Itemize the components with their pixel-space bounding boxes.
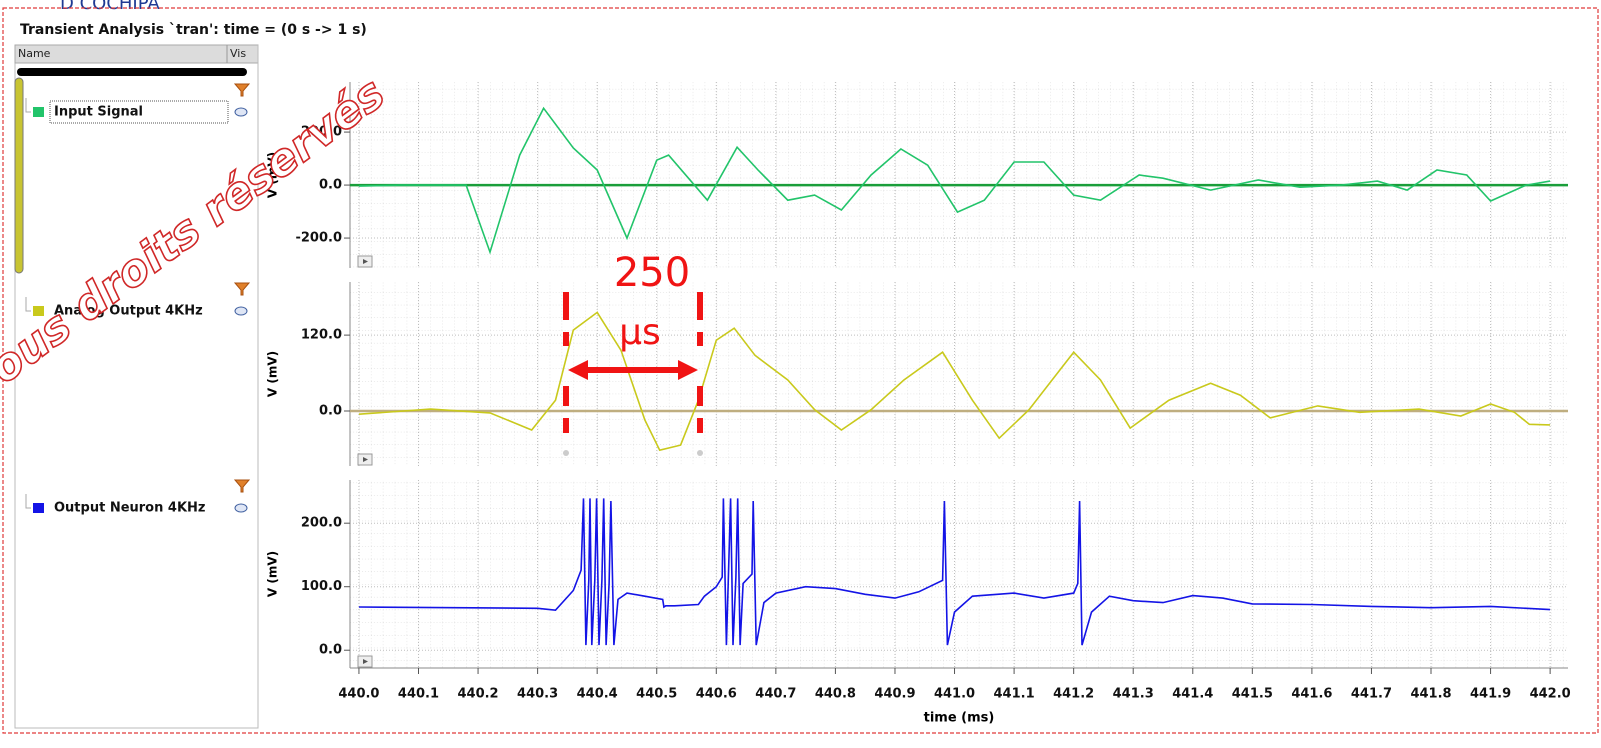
plots: -200.0 0.0 200.0 V (mV) 0.0 120.0 V (mV) 0.0 100… — [266, 82, 1571, 726]
window-title: Transient Analysis `tran': time = (0 s -… — [20, 22, 367, 38]
filter-icon[interactable] — [233, 479, 251, 493]
focus-box — [49, 100, 229, 124]
expand-arrow — [363, 259, 368, 264]
group-bar — [17, 68, 247, 76]
x-tick-label: 440.4 — [577, 687, 618, 702]
y-tick-label: 100.0 — [301, 579, 342, 594]
marker-dot — [563, 450, 569, 456]
y-tick-label: 0.0 — [319, 403, 342, 418]
x-tick-label: 441.6 — [1291, 687, 1332, 702]
x-tick-label: 440.2 — [457, 687, 498, 702]
y-tick-label: 200.0 — [301, 125, 342, 140]
x-tick-label: 440.1 — [398, 687, 439, 702]
sidebar — [14, 44, 259, 729]
x-tick-label: 441.3 — [1113, 687, 1154, 702]
measurement-annotation: 250 µs — [563, 250, 703, 456]
tree-connector — [25, 297, 31, 312]
column-vis: Vis — [230, 47, 246, 60]
expand-arrow — [363, 659, 368, 664]
x-axis-label: time (ms) — [924, 711, 995, 726]
legend-label: Output Neuron 4KHz — [54, 501, 205, 516]
x-tick-label: 440.0 — [338, 687, 379, 702]
legend-label: Input Signal — [54, 105, 143, 120]
y-tick-label: 0.0 — [319, 643, 342, 658]
visibility-icon[interactable] — [234, 503, 248, 513]
x-tick-label: 440.8 — [815, 687, 856, 702]
plot-area — [350, 480, 1568, 668]
x-tick-label: 440.3 — [517, 687, 558, 702]
y-axis-label: V (mV) — [266, 351, 280, 397]
x-tick-label: 440.9 — [874, 687, 915, 702]
visibility-icon[interactable] — [234, 306, 248, 316]
x-tick-label: 440.7 — [755, 687, 796, 702]
legend-label: Analog Output 4KHz — [54, 304, 203, 319]
visibility-icon[interactable] — [234, 107, 248, 117]
y-tick-label: 120.0 — [301, 328, 342, 343]
x-tick-label: 441.8 — [1410, 687, 1451, 702]
x-tick-label: 440.5 — [636, 687, 677, 702]
legend-swatch — [33, 107, 44, 117]
x-tick-label: 441.1 — [994, 687, 1035, 702]
annotation-value: 250 — [614, 250, 690, 296]
filter-icon[interactable] — [233, 83, 251, 97]
expand-arrow — [363, 457, 368, 462]
plot-area — [350, 282, 1568, 466]
annotation-unit: µs — [619, 312, 661, 353]
x-tick-label: 441.0 — [934, 687, 975, 702]
column-name: Name — [18, 47, 51, 60]
tree-connector — [25, 494, 31, 509]
scrollbar[interactable] — [14, 77, 24, 274]
y-tick-label: 200.0 — [301, 516, 342, 531]
marker-dot — [697, 450, 703, 456]
tree-connector — [25, 98, 31, 113]
y-axis-label: V (mV) — [266, 152, 280, 198]
x-tick-label: 441.2 — [1053, 687, 1094, 702]
x-tick-label: 441.7 — [1351, 687, 1392, 702]
series-line — [358, 311, 1551, 452]
x-tick-label: 441.5 — [1232, 687, 1273, 702]
legend-swatch — [33, 503, 44, 513]
y-tick-label: -200.0 — [295, 231, 342, 246]
plot-area — [350, 82, 1568, 268]
x-tick-label: 441.9 — [1470, 687, 1511, 702]
legend-swatch — [33, 306, 44, 316]
x-tick-label: 440.6 — [696, 687, 737, 702]
y-tick-label: 0.0 — [319, 178, 342, 193]
x-tick-label: 442.0 — [1530, 687, 1571, 702]
series-line — [358, 498, 1551, 646]
frame — [2, 7, 1599, 734]
y-axis-label: V (mV) — [266, 551, 280, 597]
filter-icon[interactable] — [233, 282, 251, 296]
series-line — [358, 106, 1551, 255]
sidebar-header — [14, 44, 259, 64]
header-fragment: D COCHIPA — [60, 0, 160, 14]
x-tick-label: 441.4 — [1172, 687, 1213, 702]
